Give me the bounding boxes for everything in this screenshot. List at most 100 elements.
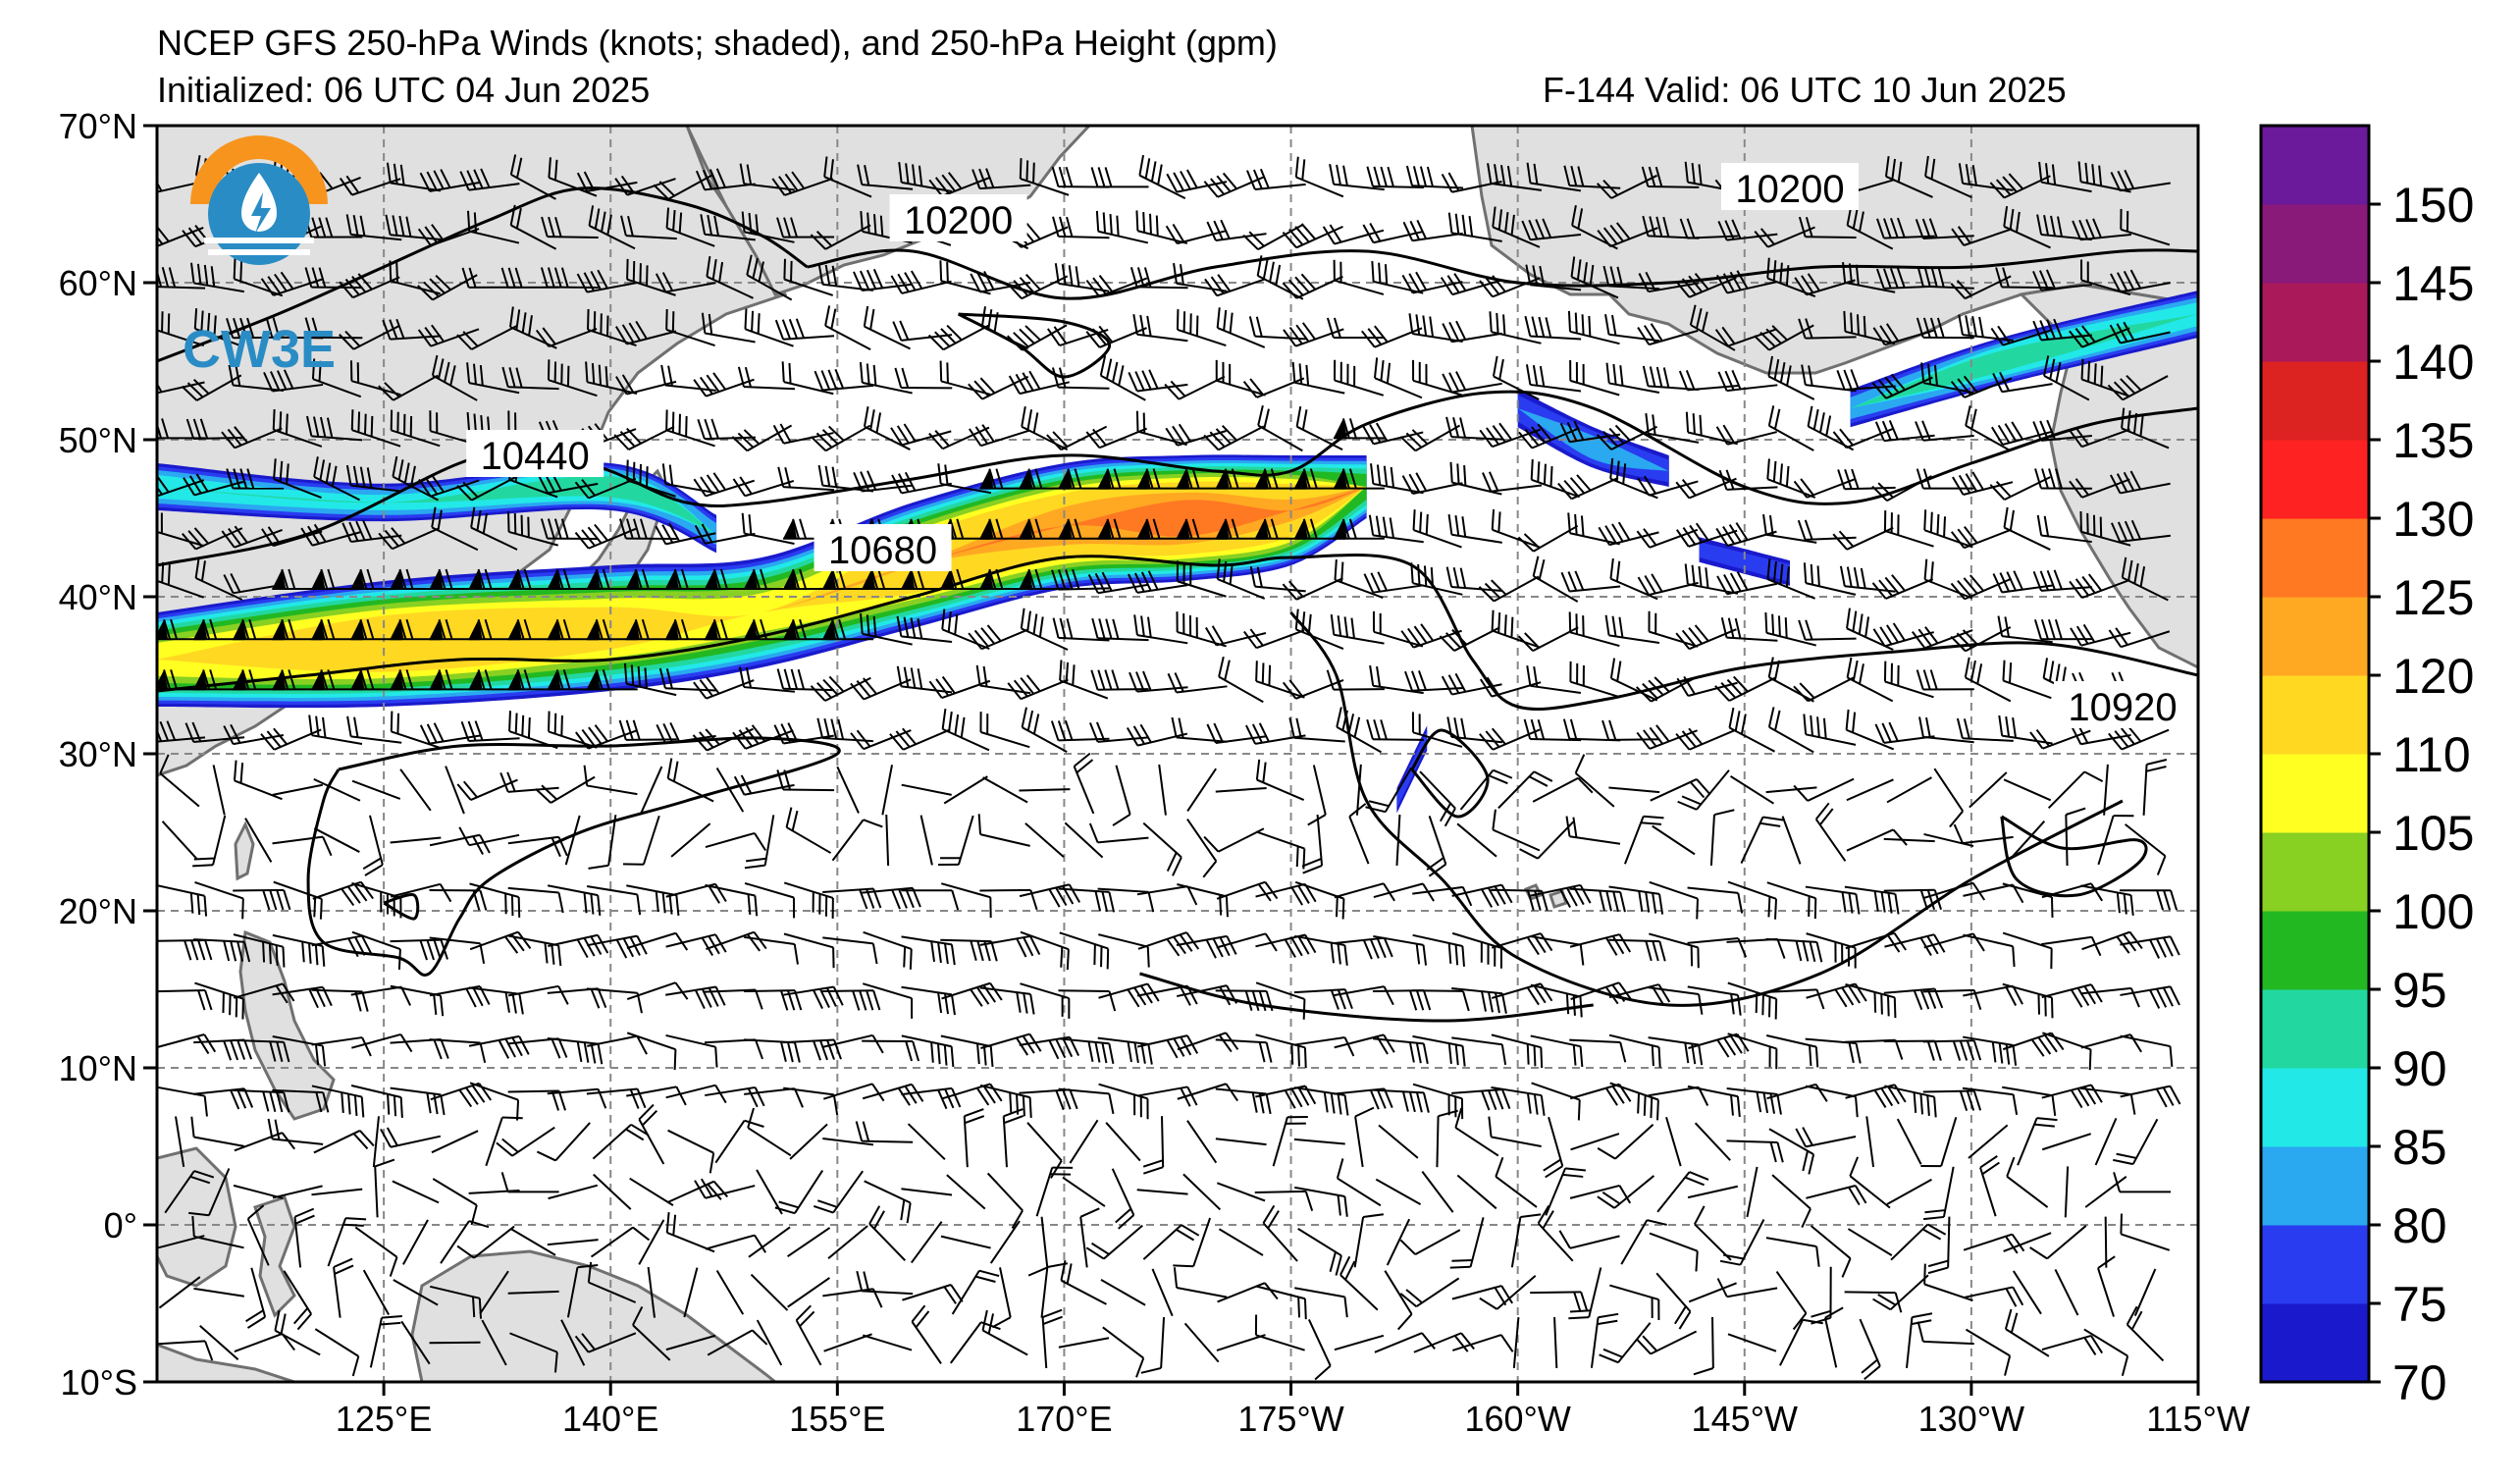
colorbar-segment (2261, 989, 2369, 1069)
colorbar-tick-label: 150 (2392, 178, 2474, 233)
wind-barb (693, 676, 755, 700)
wind-barb (656, 721, 716, 745)
wind-barb (744, 308, 794, 347)
wind-barb (705, 883, 759, 917)
wind-barb (1655, 1272, 1692, 1330)
wind-barb (2002, 982, 2054, 1019)
jet-band-75 (1699, 542, 1790, 583)
wind-barb (1246, 168, 1306, 190)
logo-wave-2 (208, 249, 310, 255)
wind-barb (313, 1130, 375, 1154)
wind-barb (1846, 778, 1894, 802)
wind-barb (1186, 1120, 1218, 1164)
wind-barb (1966, 1328, 2012, 1376)
wind-barb (2120, 889, 2179, 911)
wind-barb (890, 423, 952, 447)
wind-barb (193, 308, 243, 347)
wind-barb (339, 325, 400, 350)
wind-barb (928, 426, 990, 450)
wind-barb (1805, 885, 1861, 915)
wind-barb (941, 709, 990, 752)
wind-barb (1767, 355, 1815, 400)
wind-barb (665, 1033, 718, 1068)
wind-barb (1958, 314, 2014, 342)
wind-barb (823, 156, 872, 198)
wind-barb (1766, 558, 1815, 600)
wind-barb (1050, 719, 1110, 742)
colorbar-tick-label: 100 (2392, 884, 2474, 939)
wind-barb (693, 372, 755, 397)
wind-barb (1557, 474, 1619, 501)
wind-barb (732, 476, 795, 498)
wind-barb (1085, 325, 1147, 348)
wind-barb (157, 989, 213, 1011)
wind-barb (1100, 1278, 1146, 1306)
wind-barb (419, 722, 481, 745)
wind-barb (1963, 1233, 2025, 1254)
wind-barb (1294, 609, 1344, 650)
height-contour (2000, 815, 2148, 898)
wind-barb (1386, 1218, 1411, 1266)
wind-barb (1301, 815, 1324, 874)
wind-barb (1803, 562, 1857, 596)
wind-barb (614, 320, 677, 345)
wind-barb (789, 1123, 828, 1160)
wind-barb (501, 366, 559, 391)
wind-barb (1950, 526, 2013, 550)
lat-tick-label: 50°N (59, 420, 137, 460)
wind-barb (175, 1116, 185, 1168)
wind-barb (1353, 1213, 1384, 1268)
wind-barb (157, 883, 208, 917)
wind-barb (1523, 718, 1582, 742)
wind-barb (831, 819, 883, 862)
wind-barb (587, 309, 637, 347)
land-australia (157, 1343, 295, 1382)
wind-barb (2003, 1232, 2052, 1252)
wind-barb (1297, 1228, 1342, 1276)
wind-barb (1729, 775, 1774, 805)
wind-barb (2125, 823, 2167, 875)
wind-barb (1333, 518, 1385, 540)
wind-barb (1412, 509, 1462, 549)
wind-barb (1112, 765, 1131, 826)
wind-barb (576, 171, 638, 192)
wind-barb (822, 989, 881, 1011)
wind-barb (1245, 722, 1306, 745)
wind-barb (1451, 1088, 1511, 1111)
wind-barb (1102, 1326, 1145, 1378)
wind-barb (1399, 1229, 1461, 1255)
wind-barb (378, 374, 439, 401)
wind-barb (2009, 821, 2046, 860)
wind-barb (1688, 1033, 1750, 1058)
wind-barb (1447, 513, 1502, 544)
wind-barb (1366, 718, 1424, 741)
wind-barb (2080, 986, 2140, 1008)
wind-barb (969, 424, 1030, 448)
wind-barb (1570, 256, 1619, 299)
wind-barb (704, 568, 756, 590)
wind-barb (1291, 361, 1345, 395)
wind-barb (824, 305, 871, 351)
wind-barb (1543, 1116, 1564, 1179)
wind-barb (548, 933, 609, 959)
wind-barb (592, 1123, 650, 1160)
wind-barb (1927, 1216, 1951, 1275)
lon-tick-label: 160°W (1464, 1399, 1570, 1439)
wind-barb (1334, 1334, 1385, 1351)
wind-barb (1242, 377, 1305, 398)
wind-barb (485, 1116, 523, 1167)
wind-barb (311, 934, 373, 958)
wind-barb (2120, 985, 2180, 1009)
wind-barb (700, 214, 756, 241)
wind-barb (1608, 885, 1664, 915)
wind-barb (1085, 1224, 1143, 1260)
wind-barb (1051, 166, 1110, 188)
wind-barb (1962, 1086, 2019, 1115)
wind-barb (2126, 1305, 2165, 1362)
wind-barb (233, 1088, 290, 1113)
wind-barb (466, 362, 520, 395)
wind-barb (1158, 764, 1167, 816)
wind-barb (1727, 1333, 1777, 1352)
wind-barb (850, 729, 912, 751)
wind-barb (1569, 887, 1626, 913)
